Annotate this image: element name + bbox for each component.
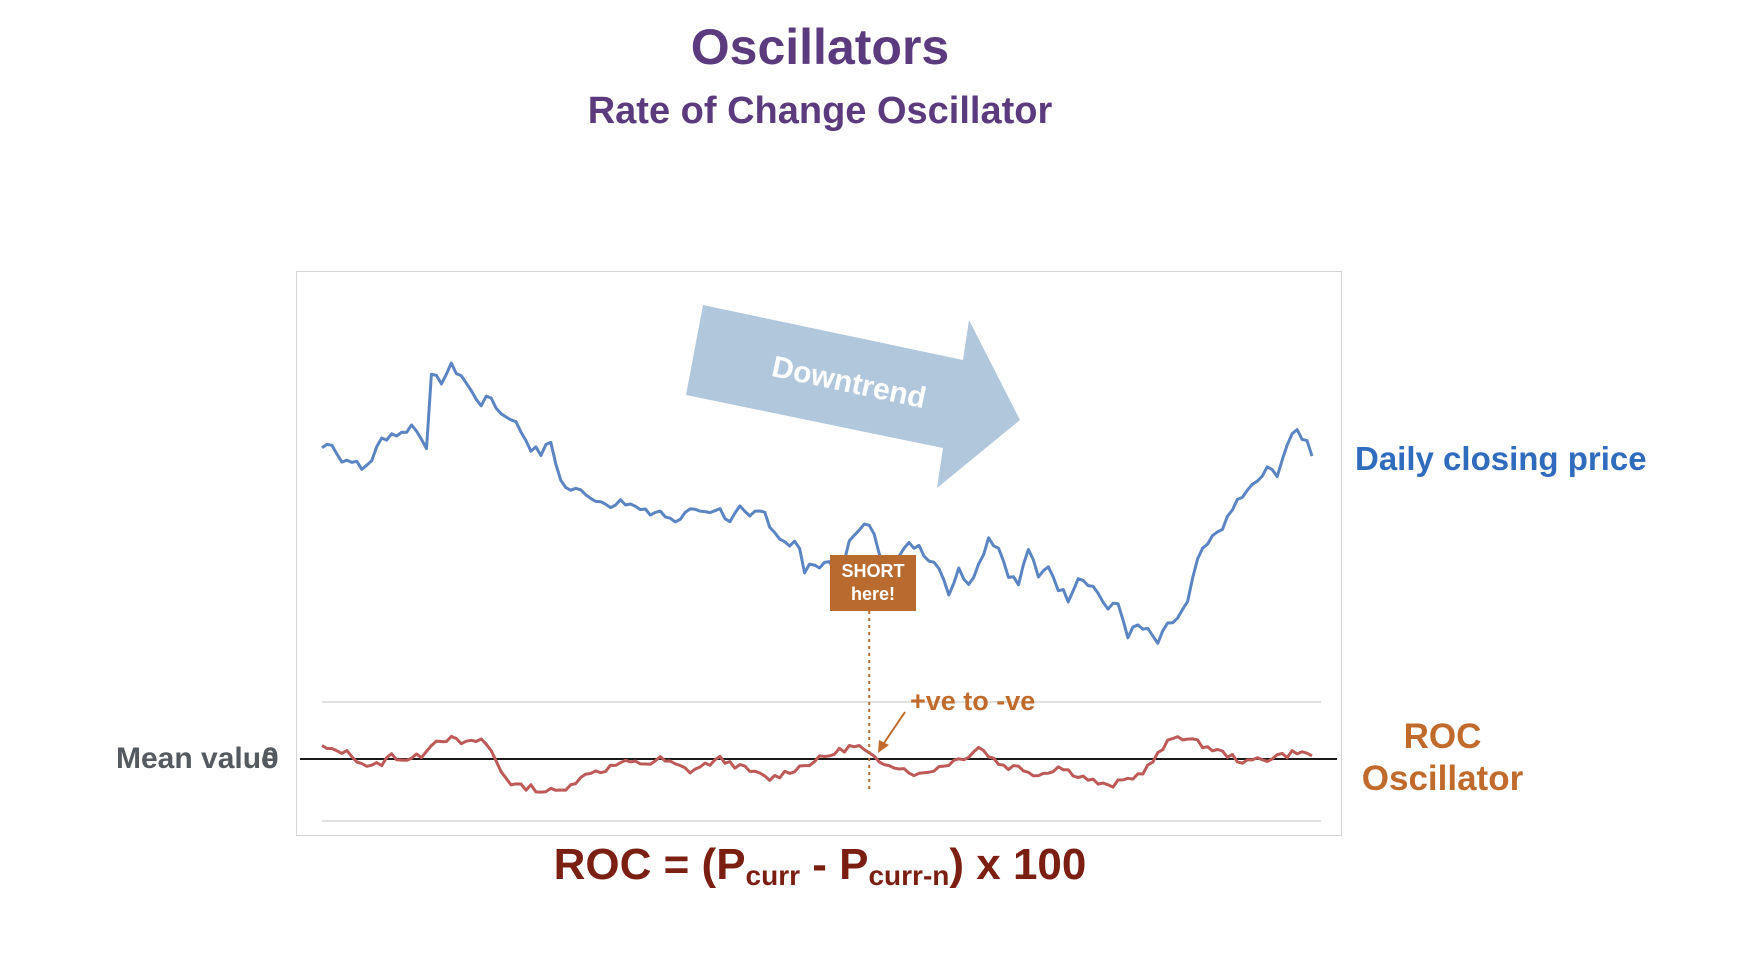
formula-suffix: ) x 100	[949, 840, 1087, 889]
roc-label-line2: Oscillator	[1361, 759, 1524, 798]
roc-label-line1: ROC	[1403, 717, 1482, 756]
short-here-callout: SHORT here!	[830, 555, 916, 611]
chart-frame	[296, 271, 1342, 836]
price-series-line	[321, 361, 1314, 645]
downtrend-arrow: Downtrend	[686, 305, 1020, 488]
crossover-arrow-head	[878, 740, 889, 753]
mean-value-label: Mean value	[116, 742, 278, 775]
crossover-note: +ve to -ve	[910, 686, 1036, 716]
short-label: SHORT	[841, 561, 905, 581]
formula-prefix: ROC = (P	[553, 840, 746, 889]
formula-sub-curr: curr	[745, 860, 801, 891]
price-series-label: Daily closing price	[1355, 440, 1647, 477]
downtrend-arrow-shape	[686, 305, 1020, 488]
formula-sub-curr-n: curr-n	[868, 860, 950, 891]
zero-tick-label: 0	[262, 742, 279, 775]
crossover-arrow-shaft	[881, 711, 906, 747]
formula-mid: - P	[800, 840, 869, 889]
roc-series-label: ROC Oscillator	[1355, 716, 1530, 800]
page-subtitle: Rate of Change Oscillator	[587, 90, 1053, 132]
roc-series-line	[321, 734, 1313, 794]
here-label: here!	[850, 584, 895, 604]
page-title: Oscillators	[690, 19, 950, 75]
roc-formula: ROC = (Pcurr - Pcurr-n) x 100	[0, 840, 1640, 892]
